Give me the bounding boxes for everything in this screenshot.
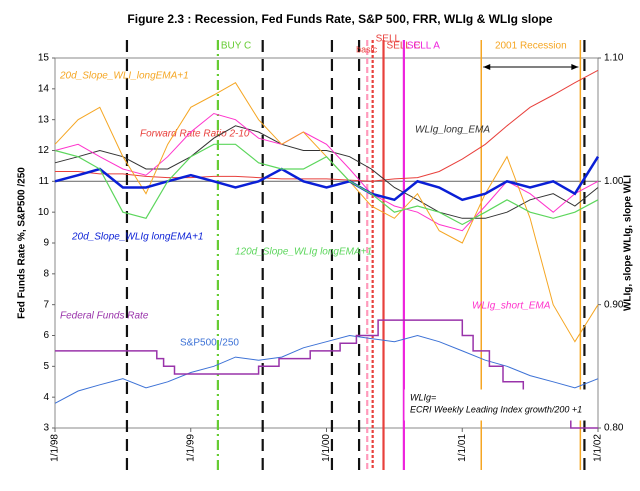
y-tick-label: 11: [39, 176, 50, 187]
y-tick-label: 13: [38, 114, 50, 125]
recession-label: 2001 Recession: [495, 41, 567, 52]
y-tick-label: 8: [43, 268, 49, 279]
event-label: SELL A: [407, 41, 440, 52]
y-tick-label: 10: [38, 207, 50, 218]
plot-frame: [54, 57, 599, 429]
y2-tick-label: 0.80: [604, 423, 624, 434]
event-label: BUY C: [221, 41, 251, 52]
y2-tick-label: 1.00: [604, 176, 624, 187]
y-tick-label: 3: [43, 423, 49, 434]
x-tick-label: 1/1/98: [50, 434, 61, 462]
series-line: [54, 334, 599, 404]
x-tick-label: 1/1/01: [457, 434, 468, 462]
y-tick-label: 14: [38, 83, 50, 94]
x-tick-label: 1/1/02: [593, 434, 604, 462]
series-label: WLIg_long_EMA: [415, 125, 490, 136]
note-text: WLIg=: [410, 392, 436, 402]
note-text: ECRI Weekly Leading Index growth/200 +1: [410, 404, 582, 414]
y-tick-label: 5: [43, 361, 49, 372]
series-line: [55, 69, 599, 182]
series-label: 20d_Slope_WLIg longEMA+1: [71, 232, 203, 243]
series-line: [54, 156, 600, 202]
y-tick-label: 4: [43, 392, 49, 403]
y2-tick-label: 1.10: [604, 53, 624, 64]
series-label: 120d_Slope_WLIg longEMA+1: [235, 247, 372, 258]
series-label: Forward Rate Ratio 2-10: [140, 129, 250, 140]
x-tick-label: 1/1/99: [185, 434, 196, 462]
series-label: 20d_Slope_WLI_longEMA+1: [59, 71, 189, 82]
y-tick-label: 7: [43, 299, 49, 310]
series-line: [54, 112, 599, 232]
y-axis-title: Fed Funds Rate %, S&P500 /250: [17, 167, 28, 319]
series-line: [54, 143, 599, 226]
y-tick-label: 9: [43, 238, 49, 249]
event-label: SELL: [376, 34, 401, 45]
series-label: WLIg_short_EMA: [472, 301, 551, 312]
y-tick-label: 6: [43, 330, 49, 341]
x-tick-label: 1/1/00: [321, 434, 332, 462]
series-line: [54, 125, 599, 219]
note-box: [404, 389, 594, 421]
series-label: Federal Funds Rate: [60, 311, 149, 322]
y-tick-label: 12: [38, 145, 50, 156]
y-tick-label: 15: [38, 53, 50, 64]
event-sublabel: basic: [356, 44, 378, 54]
y2-axis-title: WLIg, slope WLIg, slope WLI: [623, 175, 634, 311]
y2-tick-label: 0.90: [604, 299, 624, 310]
series-label: S&P500 /250: [180, 338, 239, 349]
chart-title: Figure 2.3 : Recession, Fed Funds Rate, …: [127, 12, 553, 26]
